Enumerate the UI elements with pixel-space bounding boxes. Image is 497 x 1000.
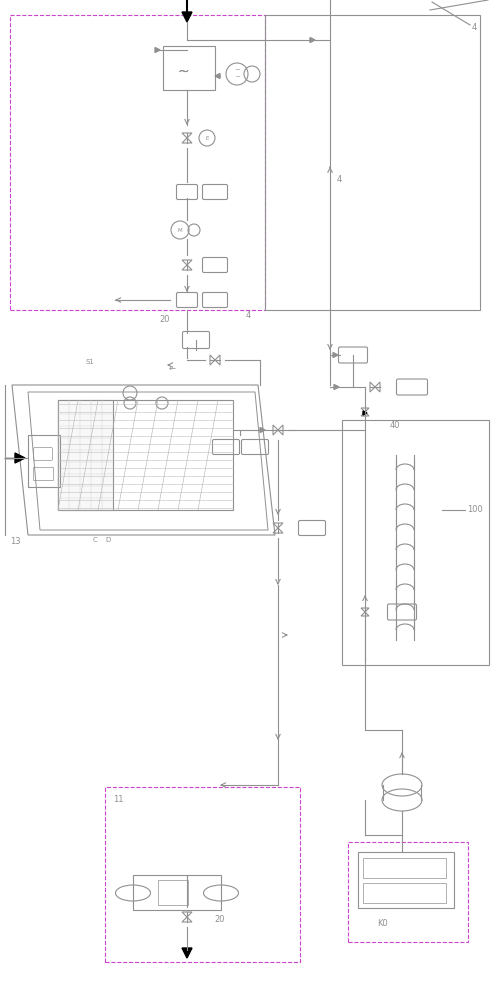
Bar <box>158 880 188 905</box>
Polygon shape <box>215 74 220 79</box>
Text: D: D <box>105 537 111 543</box>
Text: ←: ← <box>168 363 175 372</box>
Bar <box>265 15 480 310</box>
Bar <box>358 852 454 908</box>
Bar <box>33 467 53 480</box>
Text: ~
~: ~ ~ <box>234 68 240 81</box>
Text: 40: 40 <box>390 420 400 430</box>
Text: 20: 20 <box>215 916 225 924</box>
Text: 100: 100 <box>467 506 483 514</box>
Polygon shape <box>15 453 25 463</box>
Bar <box>348 842 468 942</box>
Bar <box>133 875 221 910</box>
Polygon shape <box>363 411 367 415</box>
Polygon shape <box>155 47 160 52</box>
Bar <box>10 15 265 310</box>
Text: 4: 4 <box>472 22 477 31</box>
Text: M: M <box>178 228 182 232</box>
Bar <box>58 400 113 510</box>
Polygon shape <box>182 12 192 22</box>
Text: S1: S1 <box>85 359 94 365</box>
Text: ~: ~ <box>177 65 189 79</box>
Text: E: E <box>205 135 209 140</box>
Bar <box>363 858 446 878</box>
Text: C: C <box>92 537 97 543</box>
Text: 4: 4 <box>337 176 342 184</box>
Text: 11: 11 <box>113 796 123 804</box>
Text: 13: 13 <box>9 538 20 546</box>
Text: 20: 20 <box>160 316 170 324</box>
Polygon shape <box>182 948 192 958</box>
Polygon shape <box>334 384 339 389</box>
Polygon shape <box>260 428 265 432</box>
Text: ~: ~ <box>177 65 189 79</box>
Bar <box>163 46 215 90</box>
Bar <box>363 883 446 903</box>
Text: 4: 4 <box>246 310 250 320</box>
Bar <box>105 787 300 962</box>
Polygon shape <box>333 353 338 358</box>
Bar <box>28 435 60 487</box>
Polygon shape <box>310 37 315 42</box>
Bar <box>58 400 233 510</box>
Bar <box>342 420 489 665</box>
Text: K0: K0 <box>378 918 388 928</box>
